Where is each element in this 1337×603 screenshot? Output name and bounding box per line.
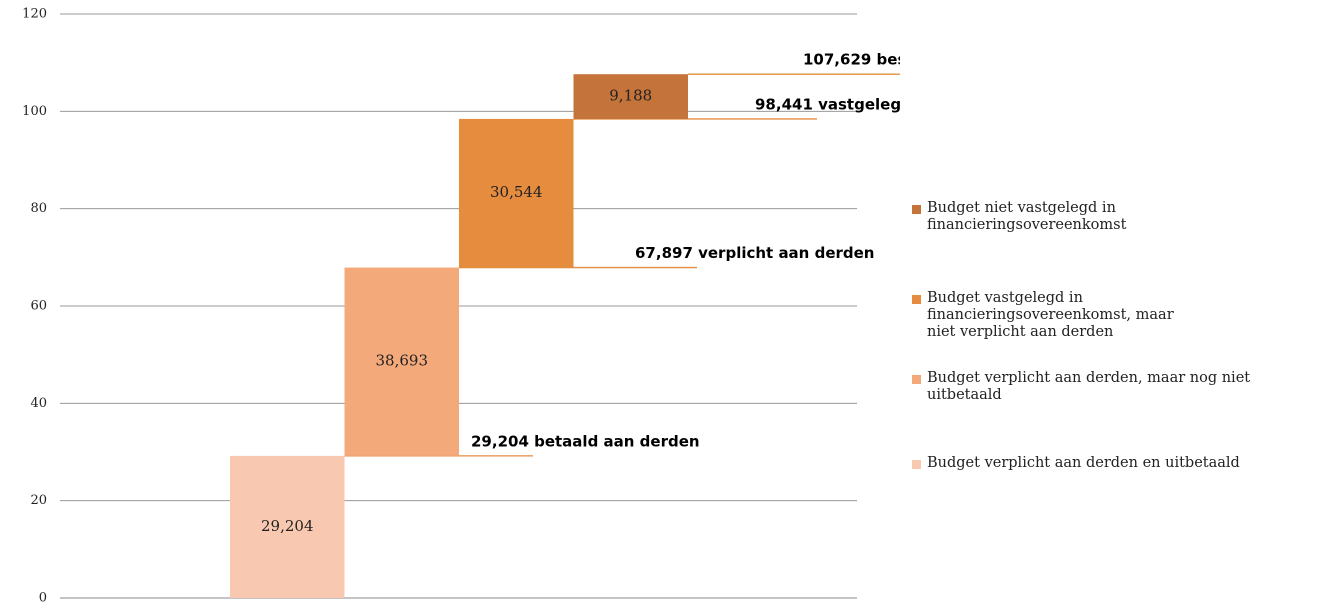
legend-label: Budget verplicht aan derden, maar nog ni… — [927, 370, 1251, 403]
bar — [573, 74, 688, 119]
legend-label: Budget niet vastgelegd in financieringso… — [927, 200, 1127, 233]
y-tick-label: 120 — [22, 7, 47, 22]
bar — [459, 118, 574, 268]
legend-entry: Budget verplicht aan derden en uitbetaal… — [912, 455, 1312, 472]
legend-entry: Budget verplicht aan derden, maar nog ni… — [912, 370, 1312, 404]
chart: 0 20 40 60 80 100 120 29,204 29,204 betaald aan … — [22, 7, 900, 603]
value-label: 29,204 — [261, 517, 314, 535]
y-tick-label: 100 — [22, 104, 47, 119]
legend-label: Budget vastgelegd in financieringsoveree… — [927, 290, 1174, 340]
value-label: 9,188 — [609, 87, 652, 105]
y-tick-label: 20 — [30, 493, 47, 508]
legend-swatch — [912, 375, 921, 384]
bar — [344, 267, 459, 456]
legend-entry: Budget niet vastgelegd in financieringso… — [912, 200, 1312, 234]
legend-swatch — [912, 205, 921, 214]
legend-label: Budget verplicht aan derden en uitbetaal… — [927, 455, 1240, 471]
legend-swatch — [912, 460, 921, 469]
y-tick-label: 60 — [30, 299, 47, 314]
y-tick-label: 40 — [30, 396, 47, 411]
annotation: 98,441 vastgelegd in FO — [755, 95, 900, 113]
bar — [230, 455, 345, 598]
legend-entry: Budget vastgelegd in financieringsoveree… — [912, 290, 1312, 341]
y-tick-label: 80 — [30, 201, 47, 216]
value-label: 38,693 — [376, 352, 429, 370]
value-label: 30,544 — [490, 183, 543, 201]
legend-swatch — [912, 295, 921, 304]
annotation: 29,204 betaald aan derden — [471, 432, 700, 450]
annotation: 67,897 verplicht aan derden — [635, 244, 874, 262]
y-tick-label: 0 — [39, 591, 47, 603]
annotation: 107,629 beschikbaar SEI budget — [803, 51, 900, 69]
